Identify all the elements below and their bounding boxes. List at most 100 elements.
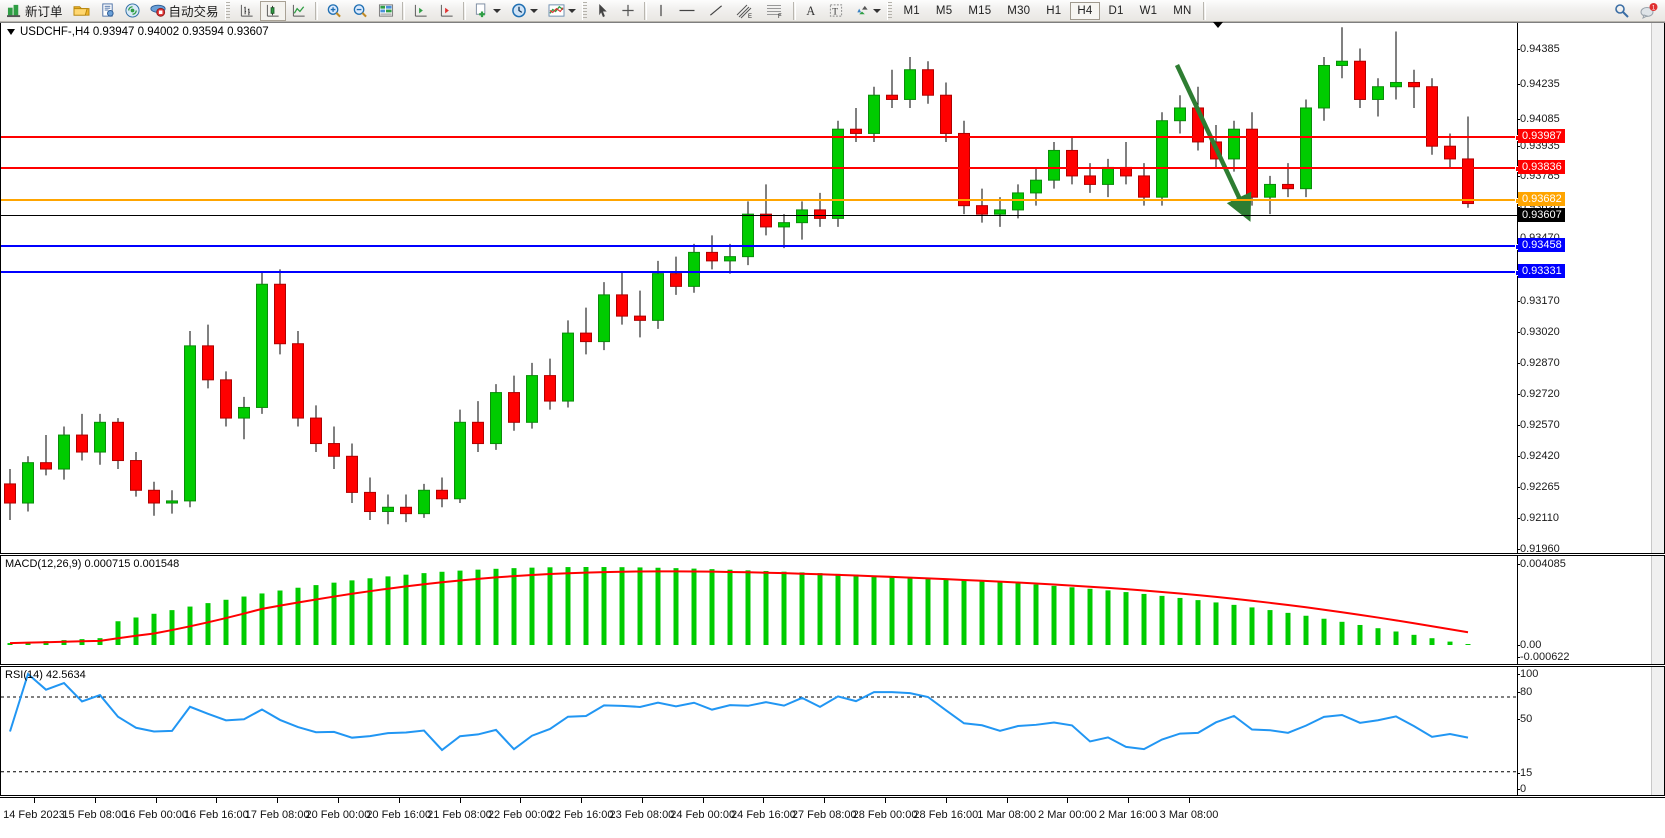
line-chart-button[interactable] [286,1,312,21]
auto-scroll-button[interactable] [434,1,460,21]
search-button[interactable] [1609,1,1635,21]
macd-plot-area[interactable] [1,556,1517,664]
level-line-support-2[interactable] [1,270,1521,276]
rsi-pane[interactable]: RSI(14) 42.5634 100 80 50 15 0 [0,666,1665,796]
crosshair-button[interactable] [615,1,641,21]
equidistant-channel-button[interactable]: E [730,1,760,21]
candle-chart-icon [265,3,281,18]
rsi-scale-scrollbar[interactable] [1651,667,1664,795]
chevron-down-icon[interactable] [492,8,501,14]
price-pane[interactable]: USDCHF-,H4 0.93947 0.94002 0.93594 0.936… [0,23,1665,554]
level-line-support-1[interactable] [1,244,1521,250]
new-chart-button[interactable] [469,1,506,21]
timeframe-h1[interactable]: H1 [1046,4,1062,17]
time-axis-label: 17 Feb 08:00 [244,809,310,821]
price-scale-scrollbar[interactable] [1651,23,1664,553]
autotrading-button[interactable]: 自动交易 [145,1,224,21]
timeframe-d1[interactable]: D1 [1108,4,1124,17]
zoom-out-button[interactable] [347,1,373,21]
macd-tick: 0.004085 [1517,558,1566,570]
time-tick [1189,798,1190,803]
autotrading-icon [149,3,166,18]
vertical-line-icon [655,3,667,18]
svg-text:1: 1 [1652,5,1656,11]
horizontal-line-button[interactable] [672,1,702,21]
fibonacci-button[interactable]: F [760,1,790,21]
terminal-button[interactable] [95,1,120,21]
text-button[interactable]: A [799,1,823,21]
zoom-in-button[interactable] [321,1,347,21]
candlestick-chart-button[interactable] [259,0,286,21]
trendline-button[interactable] [702,1,730,21]
line-chart-icon [291,3,307,18]
data-window-button[interactable] [373,1,399,21]
level-line-pivot[interactable] [1,198,1521,204]
chart-window: USDCHF-,H4 0.93947 0.94002 0.93594 0.936… [0,22,1665,838]
signals-button[interactable] [120,1,145,21]
rsi-plot-area[interactable] [1,667,1519,795]
timeframe-m1[interactable]: M1 [903,4,920,17]
price-tick: 0.93020 [1517,326,1560,338]
time-tick [641,798,643,803]
period-button[interactable] [506,1,543,21]
time-tick [337,798,339,803]
chevron-down-icon[interactable] [567,8,576,14]
price-chip-support-2[interactable]: 0.93331 [1518,264,1565,278]
new-order-label: 新订单 [25,5,63,19]
bar-chart-button[interactable] [234,1,260,21]
new-order-button[interactable]: 新订单 [2,1,68,21]
price-chip-last-price: 0.93607 [1518,208,1565,222]
folder-button[interactable] [68,1,95,21]
timeframe-h4[interactable]: H4 [1070,1,1100,20]
price-scale[interactable]: 0.94385 0.94235 0.94085 0.93935 0.93785 … [1517,23,1664,553]
price-chip-resistance-1[interactable]: 0.93987 [1518,129,1565,143]
toolbar-grip-1 [224,1,230,20]
time-axis[interactable]: 14 Feb 2023 15 Feb 08:00 16 Feb 00:00 16 Fe… [0,797,1665,838]
chart-dropdown-arrow[interactable] [1213,22,1223,28]
toolbar-separator-6 [1202,1,1206,20]
rsi-tick: 100 [1516,668,1539,680]
price-tick: 0.92720 [1517,388,1560,400]
time-axis-label: 16 Feb 00:00 [123,809,188,821]
time-axis-label: 28 Feb 00:00 [852,809,918,821]
price-chip-pivot[interactable]: 0.93682 [1518,192,1565,206]
time-axis-label: 24 Feb 16:00 [731,809,796,821]
new-chart-icon [474,3,490,18]
timeframe-m5[interactable]: M5 [935,4,953,17]
trendline-icon [707,3,725,18]
cursor-button[interactable] [591,1,615,21]
price-chip-support-1[interactable]: 0.93458 [1518,238,1565,252]
timeframe-mn[interactable]: MN [1173,4,1192,17]
auto-scroll-icon [439,3,455,18]
notification-button[interactable]: 1 [1635,1,1663,21]
svg-text:T: T [832,7,838,17]
macd-scale-scrollbar[interactable] [1651,556,1664,664]
price-chip-resistance-2[interactable]: 0.93836 [1518,160,1565,174]
toolbar-separator-2 [401,1,405,20]
collapse-icon[interactable] [7,29,15,35]
toolbar-separator-4 [643,1,647,20]
time-tick [763,798,765,803]
objects-button[interactable] [849,1,886,21]
timeframe-w1[interactable]: W1 [1139,4,1158,17]
macd-pane[interactable]: MACD(12,26,9) 0.000715 0.001548 0.004085… [0,555,1665,665]
price-plot-area[interactable] [1,23,1521,553]
chevron-down-icon[interactable] [529,8,538,14]
price-tick: 0.94085 [1517,113,1560,125]
horizontal-line-icon [677,3,697,18]
rsi-tick: 0 [1516,783,1527,795]
timeframe-m30[interactable]: M30 [1007,4,1031,17]
time-tick [702,798,704,803]
indicators-button[interactable] [543,1,581,21]
text-label-button[interactable]: T [823,1,849,21]
chart-shift-button[interactable] [408,1,434,21]
level-line-resistance-1[interactable] [1,135,1521,141]
rsi-tick: 50 [1516,713,1533,725]
timeframe-m15[interactable]: M15 [968,4,992,17]
chevron-down-icon[interactable] [872,8,881,14]
level-line-resistance-2[interactable] [1,166,1521,172]
vertical-line-button[interactable] [650,1,672,21]
macd-tick: -0.000622 [1517,651,1570,663]
zoom-out-icon [352,3,368,18]
objects-icon [854,3,870,18]
